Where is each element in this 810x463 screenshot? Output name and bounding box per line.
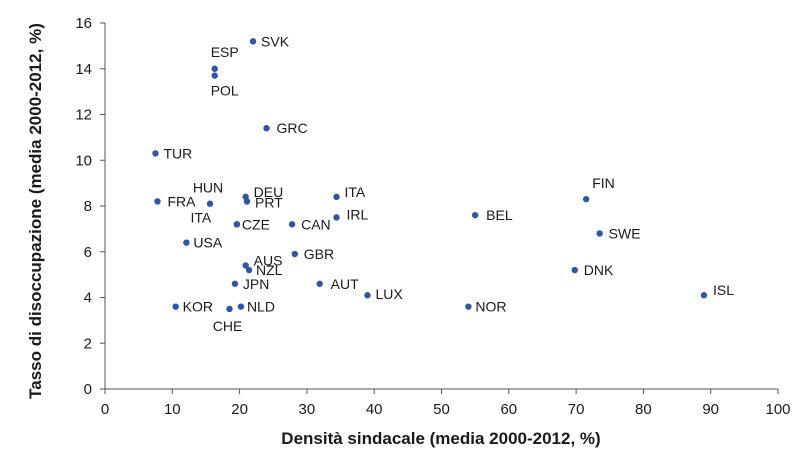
y-tick-label: 0 xyxy=(84,381,92,398)
x-tick-label: 90 xyxy=(702,401,719,418)
x-tick-label: 20 xyxy=(231,401,248,418)
point-label-hun: HUN xyxy=(193,180,223,196)
point-label-svk: SVK xyxy=(261,33,290,49)
y-tick-label: 14 xyxy=(75,61,92,78)
data-point-nld xyxy=(237,303,245,310)
data-point-lux xyxy=(364,292,371,299)
data-point-gbr xyxy=(291,250,298,258)
point-label-swe: SWE xyxy=(609,225,641,241)
y-tick-label: 4 xyxy=(84,290,92,307)
point-label-dnk: DNK xyxy=(584,262,614,278)
point-label-nor: NOR xyxy=(475,299,506,315)
x-tick-label: 60 xyxy=(500,401,517,418)
point-label-fin: FIN xyxy=(592,175,615,191)
data-point-cze xyxy=(233,221,241,228)
data-point-kor xyxy=(172,303,179,310)
point-label-can: CAN xyxy=(301,216,331,232)
y-tick-label: 6 xyxy=(84,244,92,261)
x-tick-label: 70 xyxy=(568,401,585,418)
x-tick-label: 50 xyxy=(433,401,450,418)
point-label-jpn: JPN xyxy=(243,276,269,292)
data-point-aut xyxy=(316,280,323,287)
point-label-fra: FRA xyxy=(167,193,196,209)
point-label-esp: ESP xyxy=(211,44,239,60)
point-label-aut: AUT xyxy=(331,276,359,292)
point-label-gbr: GBR xyxy=(304,246,334,262)
data-point-tur xyxy=(152,150,159,157)
point-label-che: CHE xyxy=(213,318,243,334)
point-label-tur: TUR xyxy=(163,145,192,161)
point-label-bel: BEL xyxy=(486,207,513,223)
point-label-lux: LUX xyxy=(375,286,403,302)
axis-ticks: 0 10 20 30 40 50 60 70 80 90 100 0 2 4 6 8 10 12 14 16 xyxy=(75,15,790,418)
data-point-ita xyxy=(333,193,340,201)
point-label-nzl: NZL xyxy=(256,262,283,278)
x-tick-label: 30 xyxy=(299,401,316,418)
point-label-prt: PRT xyxy=(255,194,283,210)
point-label-isl: ISL xyxy=(713,282,734,298)
data-point-dnk xyxy=(571,266,578,274)
data-point-irl xyxy=(333,214,340,221)
data-points xyxy=(152,38,708,313)
data-point-bel xyxy=(471,211,479,219)
y-tick-label: 12 xyxy=(75,107,92,124)
point-label-cze: CZE xyxy=(242,216,270,232)
y-tick-label: 2 xyxy=(84,335,92,352)
point-label-usa: USA xyxy=(193,235,222,251)
data-point-che xyxy=(226,305,233,313)
data-point-nzl xyxy=(245,266,253,274)
x-tick-label: 80 xyxy=(635,401,652,418)
data-point-pol xyxy=(211,72,218,79)
data-point-fra xyxy=(154,198,161,205)
y-tick-label: 8 xyxy=(84,198,92,215)
data-point-usa xyxy=(183,239,190,246)
point-label-aus: AUS xyxy=(254,252,283,268)
point-label-nld: NLD xyxy=(247,299,275,315)
y-tick-label: 10 xyxy=(75,152,92,169)
data-point-nor xyxy=(465,303,472,310)
x-tick-label: 40 xyxy=(366,401,383,418)
data-point-grc xyxy=(263,125,270,132)
point-label-ita: ITA xyxy=(191,209,212,225)
data-point-swe xyxy=(596,230,603,237)
point-label-deu: DEU xyxy=(254,184,284,200)
data-point-jpn xyxy=(231,280,239,287)
x-axis-title: Densità sindacale (media 2000-2012, %) xyxy=(281,429,600,448)
y-axis-title: Tasso di disoccupazione (media 2000-2012… xyxy=(26,23,45,399)
data-point-can xyxy=(288,221,296,228)
point-label-pol: POL xyxy=(211,83,239,99)
data-point-fin xyxy=(582,195,590,203)
point-label-kor: KOR xyxy=(183,299,213,315)
point-label-grc: GRC xyxy=(277,120,308,136)
data-point-svk xyxy=(249,38,257,45)
data-point-esp xyxy=(211,65,218,72)
data-point-aus xyxy=(242,262,249,269)
x-tick-label: 0 xyxy=(101,401,109,418)
data-point-isl xyxy=(700,292,708,299)
data-point-prt xyxy=(243,198,251,205)
data-point-hun xyxy=(206,200,214,207)
point-label-ita: ITA xyxy=(345,184,366,200)
x-tick-label: 10 xyxy=(164,401,181,418)
y-tick-label: 16 xyxy=(75,15,92,32)
point-label-irl: IRL xyxy=(347,206,369,222)
x-tick-label: 100 xyxy=(765,401,790,418)
